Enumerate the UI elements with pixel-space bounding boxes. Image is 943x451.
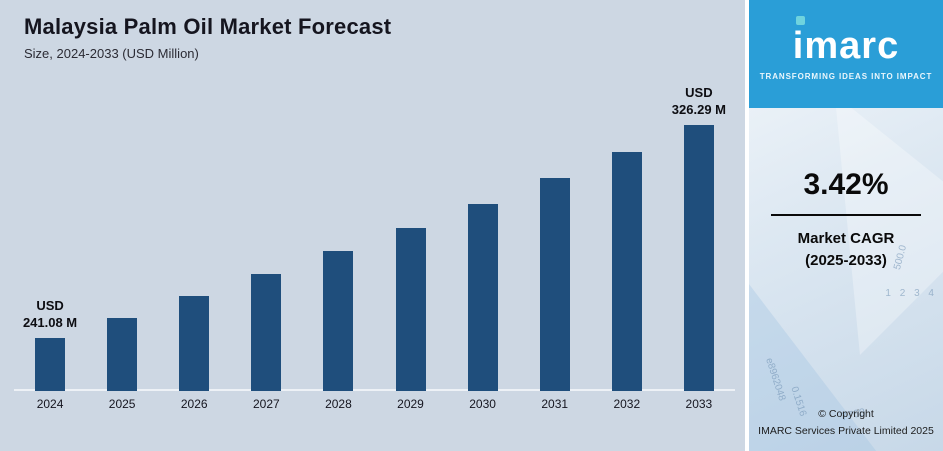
bar-column-2026: 2026	[158, 55, 230, 417]
x-axis-tick-label: 2031	[541, 397, 569, 411]
bar	[107, 318, 138, 391]
cagr-block: 3.42% Market CAGR (2025-2033)	[749, 168, 943, 272]
cagr-period: (2025-2033)	[805, 251, 887, 269]
bar-column-2030: 2030	[447, 55, 519, 417]
decorative-number: 1 2 3 4	[885, 288, 937, 299]
copyright-notice: © Copyright IMARC Services Private Limit…	[749, 406, 943, 439]
bar-column-2028: 2028	[302, 55, 374, 417]
bar	[323, 251, 354, 391]
bar-value-label: USD 241.08 M	[22, 297, 78, 331]
bar	[611, 152, 642, 391]
chart-header: Malaysia Palm Oil Market Forecast Size, …	[24, 14, 391, 61]
bar-column-2029: 2029	[374, 55, 446, 417]
imarc-logo-block: imarc TRANSFORMING IDEAS INTO IMPACT	[749, 0, 943, 108]
bar	[395, 228, 426, 391]
bar-chart: USD 241.08 M 2024 2025 2026 2027 2028 2029 2030 2…	[14, 55, 735, 417]
x-axis-line	[14, 389, 735, 391]
bar-column-2032: 2032	[591, 55, 663, 417]
x-axis-tick-label: 2033	[685, 397, 713, 411]
page-title: Malaysia Palm Oil Market Forecast	[24, 14, 392, 39]
bar-column-2031: 2031	[519, 55, 591, 417]
copyright-line2: IMARC Services Private Limited 2025	[758, 424, 934, 437]
x-axis-tick-label: 2030	[469, 397, 496, 411]
cagr-value: 3.42%	[803, 168, 889, 201]
bar-column-2024: USD 241.08 M 2024	[14, 55, 86, 417]
bar-column-2025: 2025	[86, 55, 158, 417]
x-axis-tick-label: 2025	[108, 397, 136, 411]
bar	[467, 204, 498, 391]
x-axis-tick-label: 2029	[397, 397, 424, 411]
bar	[539, 178, 570, 391]
x-axis-tick-label: 2026	[180, 397, 208, 411]
cagr-label: Market CAGR (2025-2033)	[749, 228, 943, 272]
bar-column-2027: 2027	[230, 55, 302, 417]
bar	[683, 125, 714, 391]
x-axis-tick-label: 2032	[613, 397, 641, 411]
cagr-divider	[771, 214, 921, 216]
x-axis-tick-label: 2028	[325, 397, 352, 411]
x-axis-tick-label: 2024	[36, 397, 64, 411]
bar-column-2033: USD 326.29 M 2033	[663, 55, 735, 417]
bar	[251, 274, 282, 391]
x-axis-tick-label: 2027	[252, 397, 280, 411]
cagr-label-text: Market CAGR	[797, 230, 895, 247]
logo-wordmark: imarc	[792, 25, 900, 67]
bar-value-label: USD 326.29 M	[671, 84, 726, 118]
info-side-panel: 500.0 1 2 3 4 7768 0.1516 e8962048 imarc…	[745, 0, 943, 451]
logo-dot-icon	[795, 16, 805, 25]
copyright-line1: © Copyright	[818, 408, 874, 421]
logo-tagline: TRANSFORMING IDEAS INTO IMPACT	[759, 72, 933, 81]
bar	[35, 338, 66, 391]
chart-section: Malaysia Palm Oil Market Forecast Size, …	[14, 14, 735, 417]
bar	[179, 296, 210, 391]
imarc-logo: imarc	[792, 16, 900, 67]
chart-subtitle: Size, 2024-2033 (USD Million)	[24, 46, 199, 61]
